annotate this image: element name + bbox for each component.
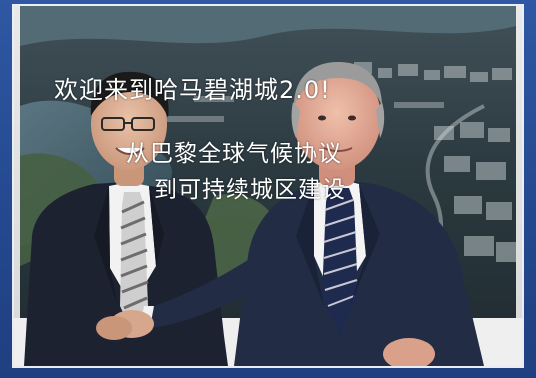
screen-text-line-2: 从巴黎全球气候协议 (126, 141, 342, 167)
right-person (140, 62, 484, 366)
photo-illustration (14, 6, 522, 366)
projection-screen (20, 6, 516, 319)
screen-text-line-3: 到可持续城区建设 (154, 177, 346, 203)
screen-text-line-1: 欢迎来到哈马碧湖城2.0! (54, 76, 331, 104)
handshake (34, 302, 154, 340)
photo: 欢迎来到哈马碧湖城2.0! 从巴黎全球气候协议 到可持续城区建设 (14, 6, 522, 366)
